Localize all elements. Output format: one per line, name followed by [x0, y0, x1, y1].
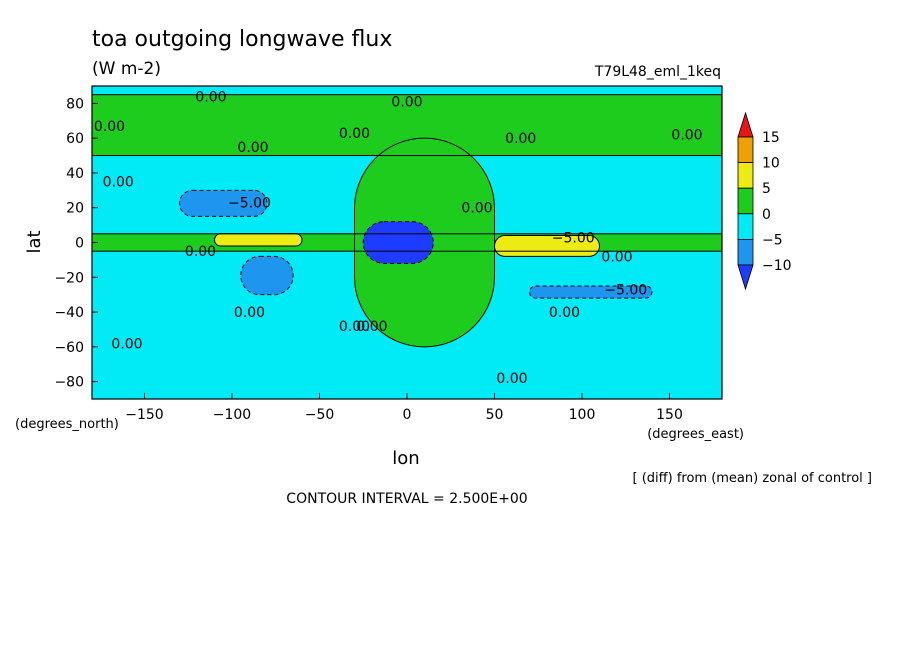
y-tick-label: 80 [66, 96, 84, 112]
contour-label: 0.00 [234, 305, 265, 321]
contour-label: 0.00 [671, 128, 702, 144]
contour-label: 0.00 [601, 249, 632, 265]
contour-label: 0.00 [496, 371, 527, 387]
contour-labels: 0.000.000.000.000.000.00 0.000.000.000.00… [94, 89, 703, 387]
y-axis: 80 60 40 20 0 −20 −40 −60 −80 [54, 96, 98, 391]
field-regions [92, 94, 722, 347]
contour-interval-text: CONTOUR INTERVAL = 2.500E+00 [286, 491, 527, 507]
contour-line-1 [354, 137, 495, 348]
colorbar-segment [737, 238, 754, 266]
run-label: T79L48_eml_1keq [594, 64, 721, 80]
contour-label: 0.00 [111, 336, 142, 352]
footer-note: [ (diff) from (mean) zonal of control ] [633, 471, 872, 486]
x-tick-label: 150 [656, 407, 683, 423]
colorbar-segment [737, 187, 754, 215]
x-tick-label: 100 [569, 407, 596, 423]
contour-label: 0.00 [391, 95, 422, 111]
contour-label: −5.00 [604, 282, 647, 298]
colorbar-segment [737, 162, 754, 189]
x-axis: −150 −100 −50 0 50 100 150 [125, 393, 683, 423]
contour-label: 0.00 [94, 119, 125, 135]
colorbar: 15 10 5 0 −5 −10 [737, 111, 792, 291]
contour-label: 0.00 [505, 131, 536, 147]
contour-line-7 [214, 233, 303, 247]
colorbar-label: −5 [762, 232, 783, 248]
colorbar-label: 5 [762, 181, 771, 197]
x-tick-label: −100 [213, 407, 251, 423]
y-tick-label: −60 [54, 340, 84, 356]
contour-label: 0.00 [103, 175, 134, 191]
colorbar-segment [737, 213, 754, 240]
contour-label: 0.00 [549, 305, 580, 321]
field-region-3 [92, 94, 722, 156]
contour-line-6 [529, 285, 653, 299]
y-tick-label: 40 [66, 166, 84, 182]
contour-label: 0.00 [461, 201, 492, 217]
chart-title: toa outgoing longwave flux [92, 27, 392, 52]
x-tick-label: 50 [486, 407, 504, 423]
contour-label: 0.00 [185, 244, 216, 260]
field-region-7 [214, 233, 302, 246]
x-unit-label: (degrees_east) [647, 427, 744, 442]
units-label: (W m-2) [92, 59, 161, 79]
y-tick-label: −20 [54, 270, 84, 286]
field-region-9 [363, 221, 434, 264]
contour-label: −5.00 [228, 196, 271, 212]
colorbar-label: 0 [762, 207, 771, 223]
colorbar-segment [737, 136, 754, 164]
contour-line-4 [179, 189, 268, 217]
colorbar-top-arrow [737, 111, 754, 138]
colorbar-label: 10 [762, 156, 780, 172]
contour-lines [92, 94, 722, 348]
y-tick-label: −80 [54, 375, 84, 391]
contour-line-8 [494, 235, 600, 257]
contour-label: −5.00 [552, 230, 595, 246]
y-unit-label: (degrees_north) [15, 417, 119, 432]
contour-label: 0.00 [237, 140, 268, 156]
contour-line-2 [92, 233, 722, 252]
x-tick-label: −50 [305, 407, 335, 423]
field-region-5 [240, 256, 294, 295]
x-tick-label: 0 [403, 407, 412, 423]
contour-label: 0.00 [195, 89, 226, 105]
colorbar-label: −10 [762, 258, 792, 274]
colorbar-bottom-arrow [737, 264, 754, 291]
contour-line-9 [362, 221, 434, 264]
y-tick-label: 20 [66, 201, 84, 217]
contour-label: 0.00 [339, 319, 370, 335]
contour-line-3 [92, 94, 722, 157]
contour-label: 0.00 [356, 319, 387, 335]
x-tick-label: −150 [125, 407, 163, 423]
x-axis-title: lon [392, 448, 419, 469]
field-region-6 [529, 285, 652, 299]
y-tick-label: 60 [66, 131, 84, 147]
contour-label: 0.00 [339, 126, 370, 142]
y-tick-label: −40 [54, 305, 84, 321]
colorbar-label: 15 [762, 130, 780, 146]
plot-area: 0.000.000.000.000.000.00 0.000.000.000.00… [92, 86, 722, 399]
contour-line-5 [240, 255, 294, 296]
y-axis-title: lat [24, 230, 45, 253]
field-region-4 [179, 190, 267, 217]
y-tick-label: 0 [75, 236, 84, 252]
